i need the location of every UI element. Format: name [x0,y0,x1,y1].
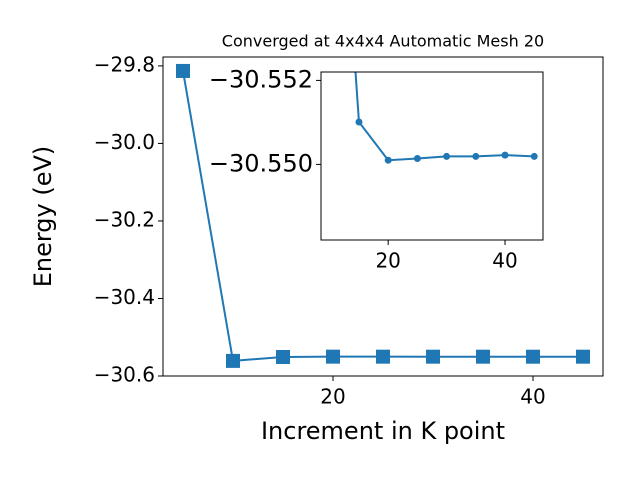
chart-title: Converged at 4x4x4 Automatic Mesh 20 [222,32,544,51]
y-tick-label: −29.8 [94,52,155,76]
y-tick-label: −30.6 [94,363,155,387]
marker [276,350,290,365]
x-tick-label: 20 [320,385,345,409]
series-line [354,72,535,162]
y-axis-label: Energy (eV) [29,146,57,288]
axes-frame [320,71,544,241]
y-tick-label: −30.550 [209,149,313,177]
marker [176,63,190,78]
marker [472,152,480,160]
marker [530,152,538,160]
marker [326,349,340,364]
marker [476,349,490,364]
marker [413,155,421,163]
marker [376,349,390,364]
marker [226,353,240,368]
y-tick-label: −30.0 [94,130,155,154]
plot-layer [176,63,590,368]
plot-layer [354,72,538,164]
axes-frame [162,56,604,377]
x-tick-label: 20 [375,249,400,273]
marker [526,349,540,364]
marker [443,152,451,160]
y-tick-label: −30.2 [94,207,155,231]
marker [384,156,392,164]
marker [576,349,590,364]
y-tick-label: −30.4 [94,285,155,309]
marker [355,118,363,126]
marker [426,349,440,364]
x-tick-label: 40 [520,385,545,409]
y-tick-label: −30.552 [209,65,313,93]
x-axis-label: Increment in K point [261,417,505,445]
marker [501,151,509,159]
x-tick-label: 40 [492,249,517,273]
